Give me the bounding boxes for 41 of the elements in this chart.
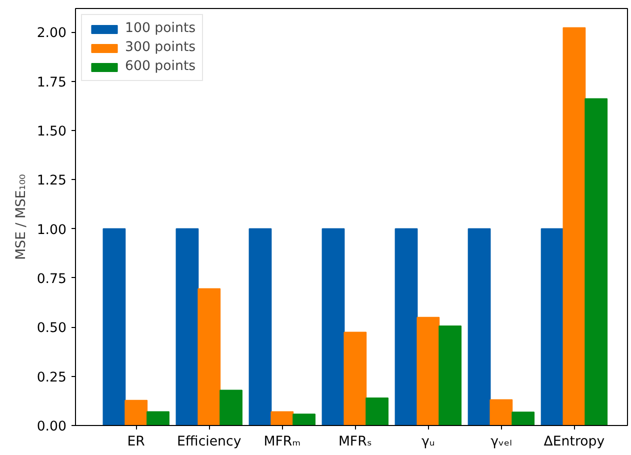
bar	[438, 325, 462, 426]
bar	[366, 397, 389, 426]
bar	[322, 228, 345, 426]
x-tick-label: MFRₛ	[338, 434, 372, 450]
legend-label: 100 points	[125, 21, 196, 36]
bar	[584, 98, 608, 426]
bar	[292, 414, 316, 426]
bar	[176, 228, 199, 426]
y-tick-label: 1.50	[36, 124, 67, 140]
y-tick-label: 0.00	[36, 420, 67, 434]
bar	[562, 27, 586, 426]
bar	[124, 400, 148, 426]
y-tick-label: 0.25	[36, 370, 67, 386]
x-tick-label: ER	[127, 434, 145, 450]
x-tick-label: γᵥₑₗ	[490, 434, 512, 450]
bar	[102, 228, 126, 426]
legend-label: 600 points	[125, 59, 196, 74]
y-tick-label: 1.75	[36, 75, 67, 90]
y-tick-label: 0.50	[36, 321, 67, 336]
y-axis-title: MSE / MSE₁₀₀	[14, 174, 29, 260]
bar	[146, 411, 170, 426]
bar	[270, 411, 294, 426]
y-tick-label: 1.25	[36, 174, 67, 189]
legend-label: 300 points	[125, 40, 196, 55]
bar	[394, 228, 418, 426]
bar	[220, 390, 242, 426]
y-tick-label: 0.75	[36, 272, 67, 287]
y-tick-label: 1.00	[36, 222, 67, 238]
bar	[416, 316, 440, 426]
bar	[490, 399, 513, 426]
x-tick-label: Efficiency	[177, 434, 242, 450]
bar	[248, 228, 272, 426]
y-tick-label: 2.00	[36, 26, 67, 42]
x-tick-label: ΔEntropy	[544, 434, 605, 450]
bar	[198, 288, 221, 426]
bar	[512, 412, 535, 426]
x-tick-label: MFRₘ	[264, 434, 301, 450]
x-tick-label: γᵤ	[422, 434, 435, 450]
bar	[344, 332, 367, 426]
bar	[468, 228, 491, 426]
bar	[540, 228, 564, 426]
